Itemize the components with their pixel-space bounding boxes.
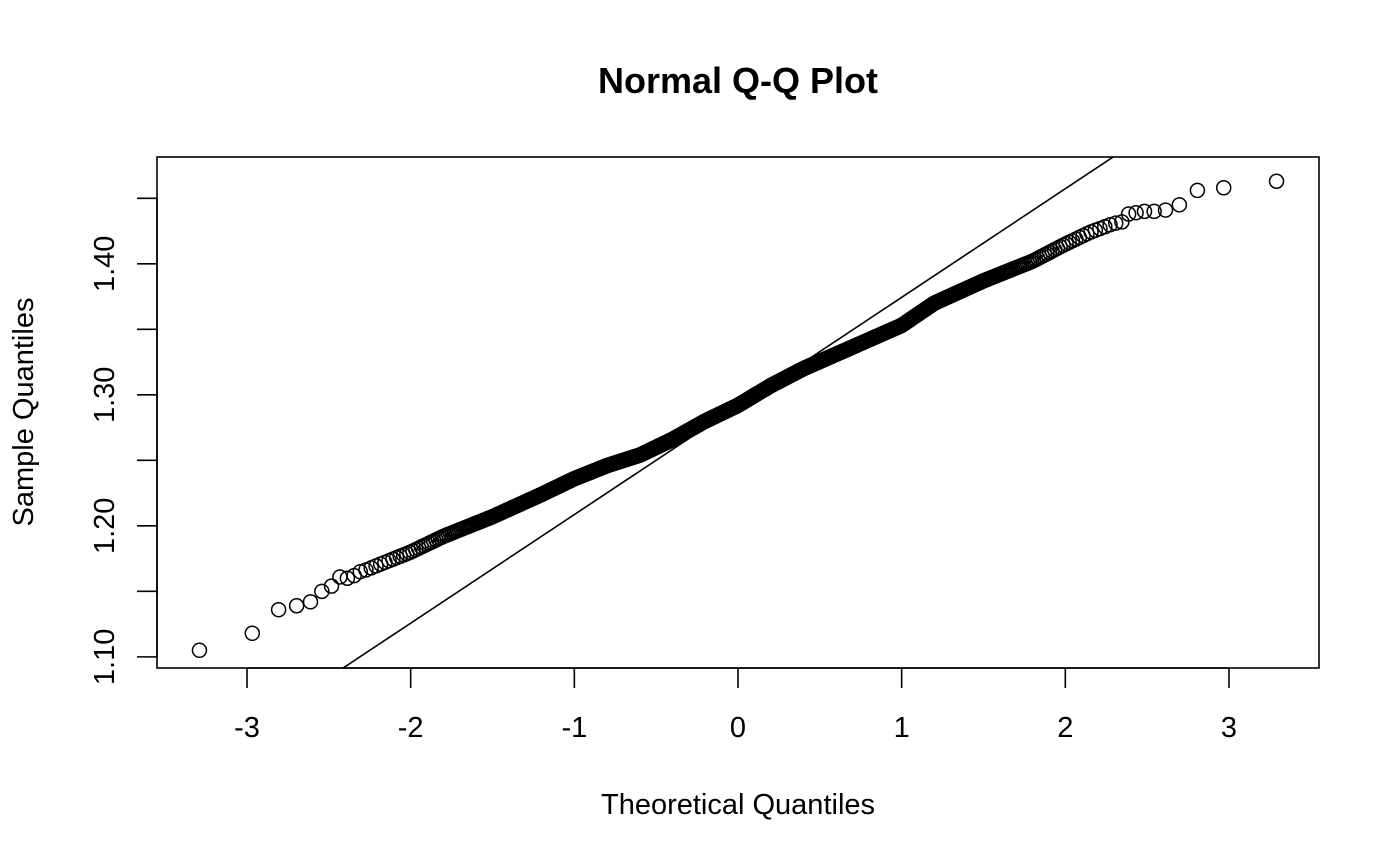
x-tick-label: -1	[561, 712, 587, 744]
data-point	[270, 601, 287, 618]
y-axis-label: Sample Quantiles	[8, 298, 40, 527]
data-point	[191, 642, 208, 659]
data-point	[288, 598, 305, 614]
x-tick-label: 1	[894, 712, 910, 744]
y-tick-label: 1.10	[89, 629, 121, 685]
data-point	[1120, 206, 1137, 222]
x-axis-label: Theoretical Quantiles	[601, 789, 875, 821]
data-point	[1215, 180, 1232, 196]
data-points	[191, 173, 1285, 659]
y-axis: 1.10 1.20 1.30 1.40	[89, 197, 158, 685]
data-point	[1102, 217, 1118, 233]
data-point	[1171, 197, 1188, 213]
data-point	[339, 570, 356, 586]
x-axis: -3 -2 -1 0 1 2 3	[234, 667, 1237, 744]
data-point	[1136, 203, 1153, 220]
y-tick-label: 1.40	[89, 236, 121, 292]
y-tick-label: 1.20	[89, 498, 121, 554]
data-point	[1146, 203, 1162, 220]
x-tick-label: 3	[1221, 712, 1237, 744]
x-tick-label: -2	[398, 712, 424, 744]
data-point	[1157, 202, 1174, 218]
y-tick-label: 1.30	[89, 367, 121, 423]
data-point	[1268, 173, 1285, 189]
data-point	[314, 583, 330, 600]
data-point	[323, 578, 340, 594]
data-point	[1128, 204, 1144, 221]
x-tick-label: 0	[730, 712, 746, 744]
data-point	[302, 594, 319, 610]
chart-title: Normal Q-Q Plot	[598, 60, 878, 101]
data-point	[244, 625, 261, 642]
data-point	[1107, 215, 1124, 231]
x-tick-label: 2	[1057, 712, 1073, 744]
x-tick-label: -3	[234, 712, 260, 744]
data-point	[1189, 182, 1206, 199]
